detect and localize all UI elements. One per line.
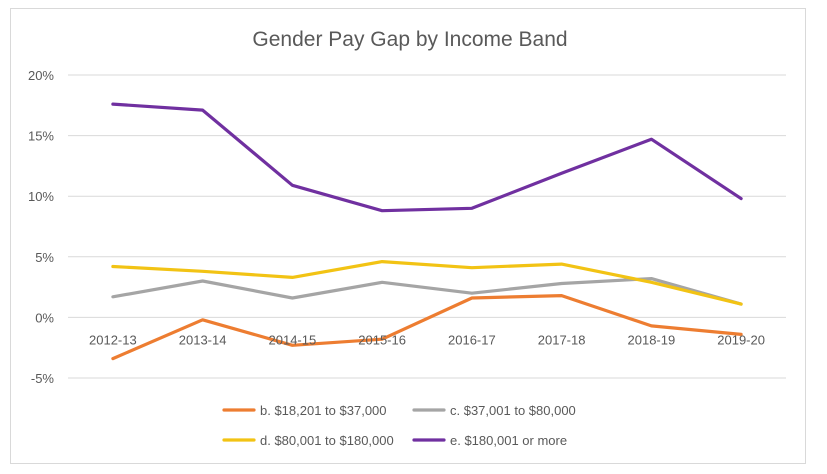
legend-label: e. $180,001 or more xyxy=(450,433,567,448)
x-tick-label: 2012-13 xyxy=(89,332,137,347)
y-tick-label: 5% xyxy=(35,250,54,265)
x-tick-label: 2016-17 xyxy=(448,332,496,347)
x-tick-label: 2017-18 xyxy=(538,332,586,347)
y-tick-label: 15% xyxy=(28,129,54,144)
y-axis-ticks: -5% 0% 5% 10% 15% 20% xyxy=(28,68,54,386)
x-tick-label: 2014-15 xyxy=(269,332,317,347)
x-tick-label: 2013-14 xyxy=(179,332,227,347)
chart-title: Gender Pay Gap by Income Band xyxy=(252,28,567,51)
legend-label: d. $80,001 to $180,000 xyxy=(260,433,394,448)
series-lines xyxy=(111,102,743,361)
legend: b. $18,201 to $37,000 c. $37,001 to $80,0… xyxy=(222,403,576,448)
y-tick-label: 10% xyxy=(28,189,54,204)
series-line xyxy=(111,294,743,361)
legend-label: c. $37,001 to $80,000 xyxy=(450,403,576,418)
y-tick-label: 0% xyxy=(35,310,54,325)
y-tick-label: 20% xyxy=(28,68,54,83)
legend-label: b. $18,201 to $37,000 xyxy=(260,403,387,418)
series-line xyxy=(111,260,743,306)
gridlines xyxy=(68,74,786,379)
series-line xyxy=(111,102,743,213)
y-tick-label: -5% xyxy=(31,371,55,386)
chart-frame xyxy=(10,8,806,464)
x-tick-label: 2018-19 xyxy=(628,332,676,347)
x-tick-label: 2015-16 xyxy=(358,332,406,347)
x-axis-ticks: 2012-13 2013-14 2014-15 2015-16 2016-17 2017-… xyxy=(89,332,765,347)
x-tick-label: 2019-20 xyxy=(717,332,765,347)
